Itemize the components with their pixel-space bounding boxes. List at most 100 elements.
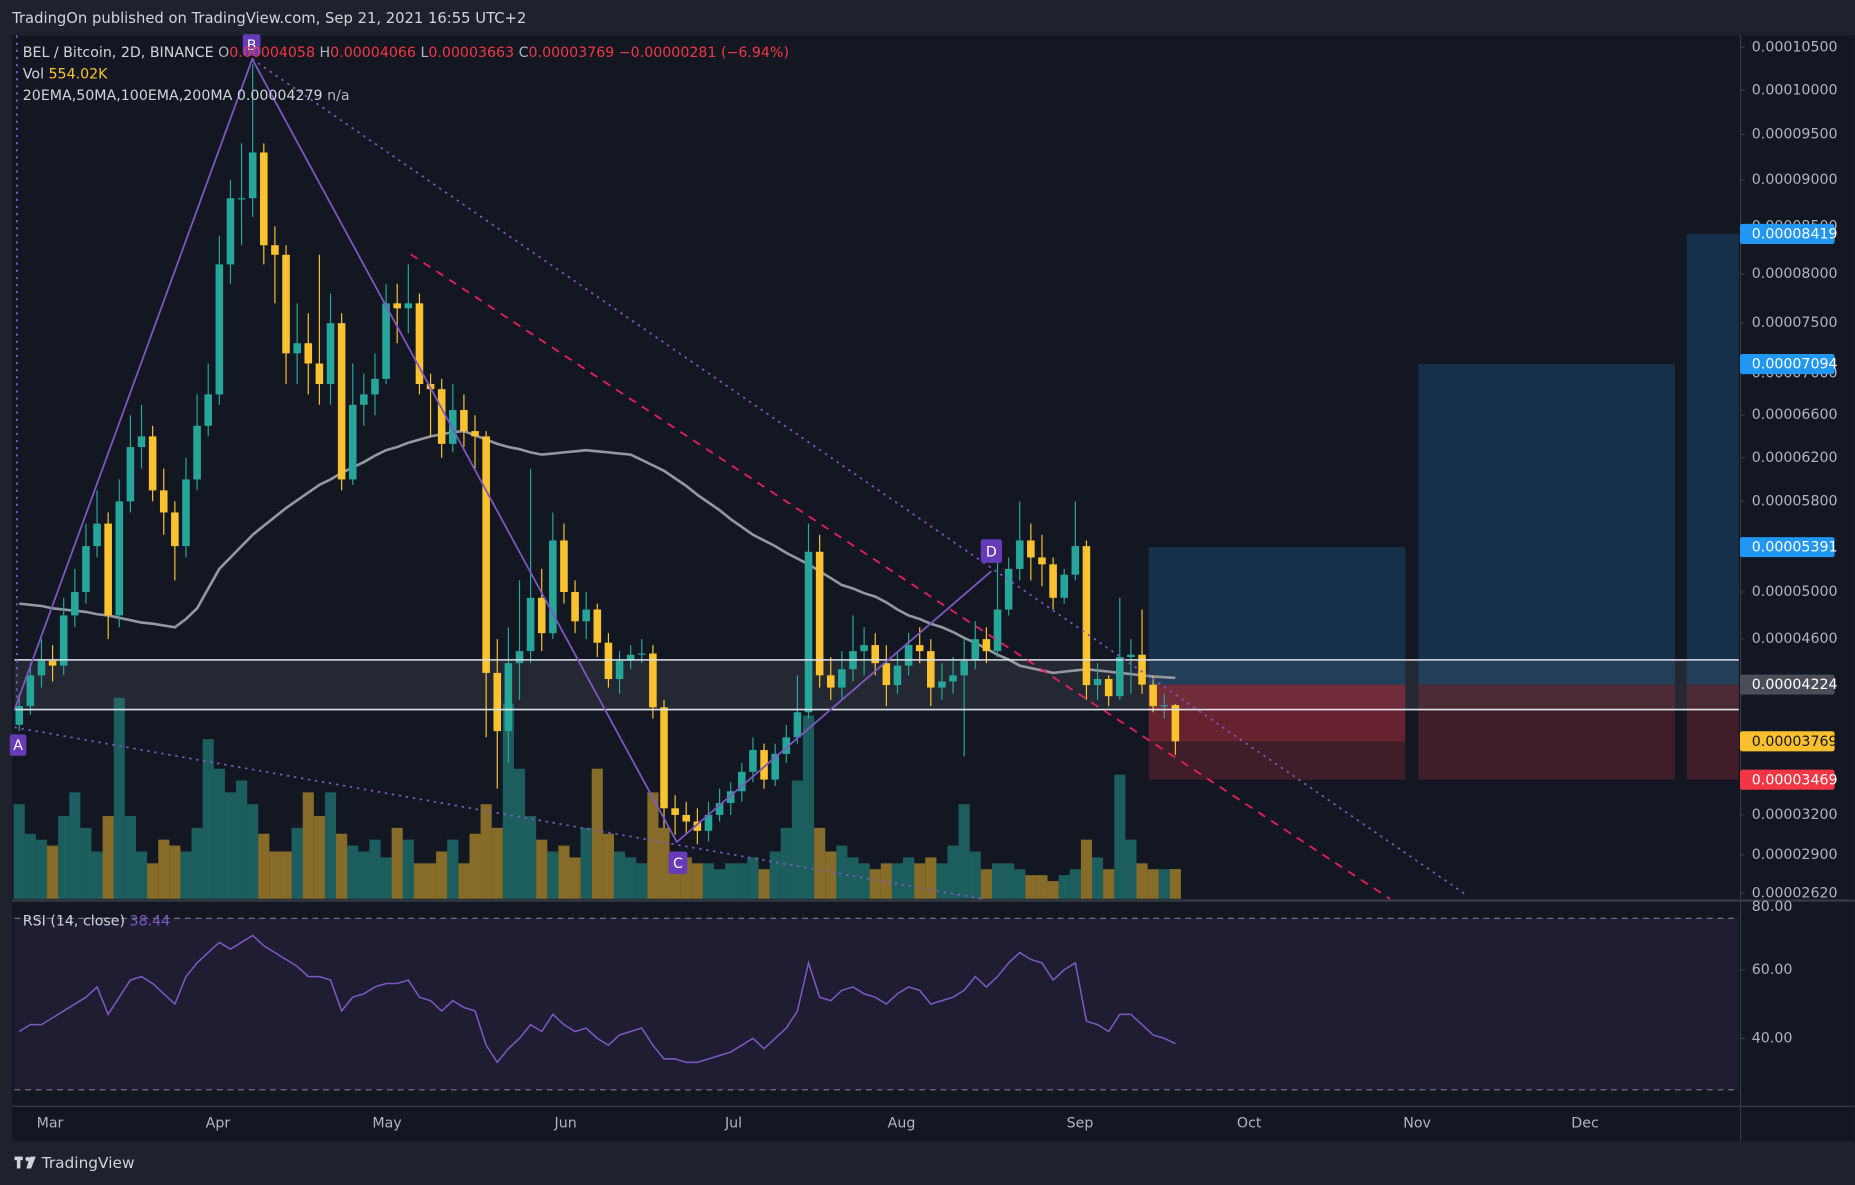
volume-bar — [180, 851, 192, 899]
legend-ma: 20EMA,50MA,100EMA,200MA 0.00004279 n/a — [23, 88, 350, 104]
x-tick-label: Aug — [888, 1116, 916, 1132]
volume-bar — [169, 845, 181, 899]
volume-bar — [647, 792, 659, 899]
y-tick-label: 0.00005000 — [1752, 584, 1838, 600]
candle-body — [637, 653, 646, 655]
volume-bar — [758, 869, 770, 899]
volume-bar — [525, 816, 537, 899]
candle-body — [871, 645, 880, 664]
pattern-label: B — [247, 38, 257, 54]
candle-body — [649, 653, 657, 708]
candle-body — [215, 264, 224, 395]
candle-body — [1127, 654, 1135, 658]
candle-body — [693, 821, 702, 831]
candle-body — [260, 152, 268, 246]
ohlc-value: 0.00004066 — [330, 45, 416, 61]
candle-body — [537, 597, 546, 634]
volume-bar — [802, 715, 815, 899]
candle-body — [604, 642, 613, 679]
volume-bar — [313, 816, 325, 899]
candle-body — [971, 639, 980, 661]
volume-bar — [380, 857, 392, 899]
volume-bar — [135, 851, 148, 899]
pattern-label: C — [673, 856, 683, 872]
candle-body — [93, 523, 101, 547]
volume-bar — [1069, 869, 1081, 899]
candle-body — [393, 303, 401, 309]
legend-rsi: RSI (14, close) 38.44 — [23, 913, 170, 929]
x-tick-label: May — [372, 1116, 401, 1132]
candle-body — [460, 410, 468, 432]
candle-body — [882, 663, 891, 686]
ma-label: 20EMA,50MA,100EMA,200MA — [23, 88, 233, 104]
candle-body — [226, 198, 235, 265]
x-tick-label: Sep — [1067, 1116, 1094, 1132]
y-tick-label: 0.00010000 — [1752, 82, 1838, 98]
volume-bar — [1025, 875, 1037, 899]
candle-body — [793, 712, 802, 738]
pattern-point — [980, 539, 1003, 563]
volume-bar — [1080, 839, 1093, 899]
price-tag-label: 0.00005391 — [1752, 540, 1838, 556]
volume-bar — [714, 869, 726, 899]
pattern-point — [668, 851, 688, 874]
candle-body — [1049, 564, 1057, 598]
volume-bar — [825, 851, 837, 899]
candle-body — [326, 323, 335, 385]
candle-body — [59, 615, 68, 666]
volume-bar — [1003, 863, 1015, 899]
candle-body — [348, 404, 357, 480]
candle-body — [571, 591, 579, 622]
volume-bar — [1114, 774, 1126, 899]
volume-bar — [469, 833, 481, 899]
volume-bar — [613, 851, 626, 899]
candle-body — [382, 303, 390, 379]
y-tick-label: 0.00007500 — [1752, 315, 1838, 331]
price-tag — [1739, 731, 1835, 752]
price-tag-label: 0.00003469 — [1752, 772, 1838, 788]
open-loss — [1148, 684, 1406, 742]
abcd-pattern — [13, 56, 992, 844]
trend-line — [14, 726, 983, 900]
candle-body — [671, 808, 679, 815]
price-tag-label: 0.00008419 — [1752, 227, 1838, 243]
price-tag — [1739, 537, 1835, 558]
x-tick-label: Mar — [37, 1116, 64, 1132]
x-tick-label: Dec — [1571, 1116, 1598, 1132]
volume-bar — [502, 703, 514, 899]
candle-body — [1093, 678, 1102, 686]
volume-bar — [925, 857, 937, 899]
volume-bar — [547, 851, 559, 899]
volume-bar — [513, 768, 526, 899]
volume-bar — [113, 697, 125, 899]
y-tick-label: 0.00002620 — [1752, 885, 1838, 901]
candle-body — [526, 597, 535, 652]
y-tick-label: 0.00005800 — [1752, 493, 1838, 509]
candle-body — [960, 660, 968, 676]
volume-bar — [958, 804, 970, 899]
candle-body — [1015, 540, 1024, 569]
candle-body — [493, 672, 502, 732]
pattern-point — [9, 734, 27, 756]
volume-bar — [636, 863, 648, 899]
volume-bar — [780, 827, 792, 899]
price-tag-label: 0.00004224 — [1752, 677, 1838, 693]
volume-bar — [280, 851, 292, 899]
candle-body — [337, 323, 346, 480]
volume-bar — [491, 827, 503, 899]
ohlc-label: L — [420, 45, 428, 61]
candle-body — [904, 645, 913, 666]
candle-body — [71, 591, 79, 616]
rsi-value: 38.44 — [130, 913, 171, 929]
volume-bar — [236, 780, 248, 899]
volume-bar — [847, 857, 859, 899]
candle-body — [1004, 568, 1013, 610]
volume-bar — [858, 863, 870, 899]
legend-volume: Vol 554.02K — [23, 67, 108, 83]
price-tag — [1739, 769, 1835, 790]
logo — [26, 1156, 36, 1169]
volume-bar — [658, 827, 670, 899]
range-zone — [14, 659, 1739, 710]
volume-bar — [903, 857, 915, 899]
